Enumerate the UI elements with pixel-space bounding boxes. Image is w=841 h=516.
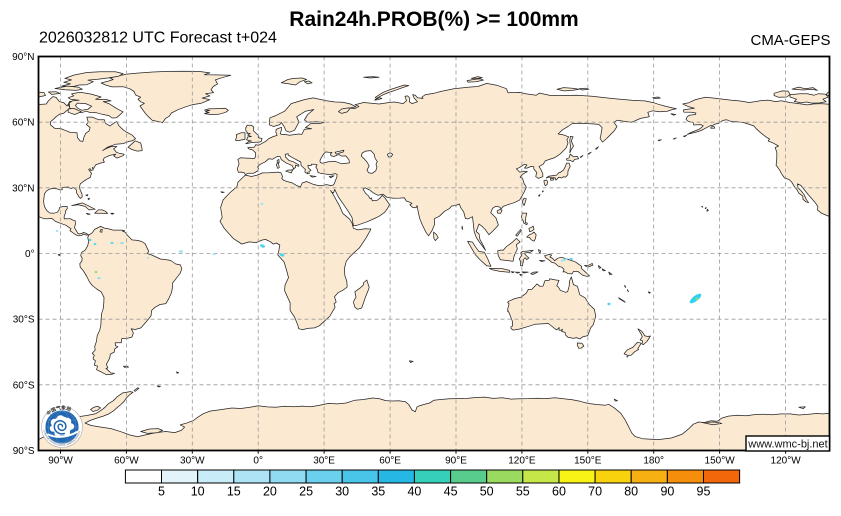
svg-text:0°: 0° — [25, 249, 35, 260]
svg-text:120°W: 120°W — [771, 456, 802, 467]
svg-text:www.wmc-bj.net: www.wmc-bj.net — [747, 439, 827, 451]
svg-text:40: 40 — [407, 485, 421, 499]
svg-text:150°E: 150°E — [574, 456, 602, 467]
svg-text:60: 60 — [552, 485, 566, 499]
svg-text:90: 90 — [660, 485, 674, 499]
svg-text:80: 80 — [624, 485, 638, 499]
svg-text:2026032812 UTC Forecast t+024: 2026032812 UTC Forecast t+024 — [39, 30, 277, 47]
svg-text:10: 10 — [191, 485, 205, 499]
svg-text:95: 95 — [697, 485, 711, 499]
svg-text:60°W: 60°W — [114, 456, 139, 467]
svg-text:20: 20 — [263, 485, 277, 499]
svg-text:50: 50 — [480, 485, 494, 499]
svg-text:150°W: 150°W — [705, 456, 736, 467]
svg-text:35: 35 — [371, 485, 385, 499]
svg-text:90°W: 90°W — [48, 456, 73, 467]
svg-text:70: 70 — [588, 485, 602, 499]
svg-text:90°N: 90°N — [12, 52, 34, 63]
svg-text:60°S: 60°S — [13, 380, 35, 391]
svg-text:30°E: 30°E — [313, 456, 335, 467]
svg-text:25: 25 — [299, 485, 313, 499]
svg-text:90°S: 90°S — [13, 446, 35, 457]
svg-text:5: 5 — [158, 485, 165, 499]
svg-text:15: 15 — [227, 485, 241, 499]
svg-text:90°E: 90°E — [445, 456, 467, 467]
svg-text:55: 55 — [516, 485, 530, 499]
svg-text:30°W: 30°W — [180, 456, 205, 467]
svg-text:60°E: 60°E — [379, 456, 401, 467]
svg-text:30°N: 30°N — [12, 183, 34, 194]
svg-text:0°: 0° — [253, 456, 263, 467]
svg-text:CMA-GEPS: CMA-GEPS — [750, 32, 830, 49]
svg-text:30: 30 — [335, 485, 349, 499]
svg-text:180°: 180° — [643, 456, 664, 467]
svg-text:60°N: 60°N — [12, 118, 34, 129]
svg-text:30°S: 30°S — [13, 315, 35, 326]
svg-text:45: 45 — [444, 485, 458, 499]
svg-text:120°E: 120°E — [508, 456, 536, 467]
svg-text:Rain24h.PROB(%) >= 100mm: Rain24h.PROB(%) >= 100mm — [289, 8, 578, 31]
